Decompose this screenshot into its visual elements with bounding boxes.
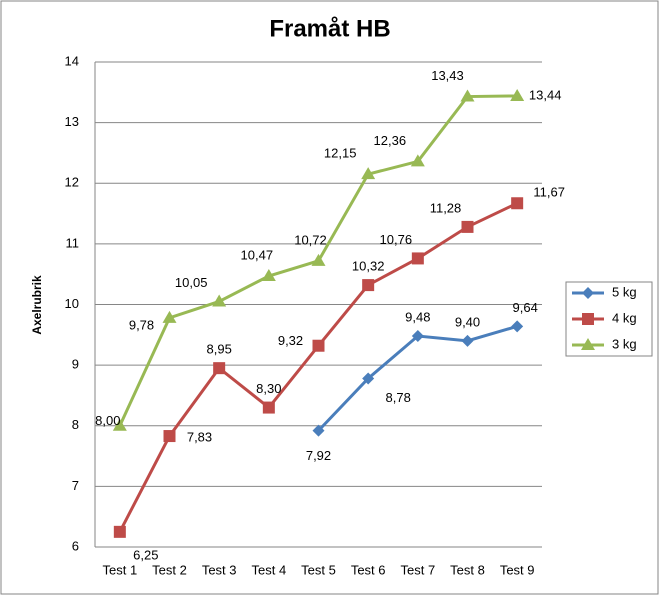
x-tick-label: Test 7 [400, 562, 435, 577]
marker [212, 294, 227, 307]
marker [461, 334, 474, 347]
y-tick-label: 8 [72, 417, 79, 432]
y-tick-label: 10 [65, 296, 79, 311]
data-label: 9,64 [513, 300, 538, 315]
marker [261, 269, 276, 282]
marker [461, 220, 474, 233]
data-label: 10,47 [241, 247, 274, 262]
data-label: 6,25 [133, 547, 158, 562]
x-tick-label: Test 5 [301, 562, 336, 577]
data-label: 7,92 [306, 448, 331, 463]
y-tick-label: 13 [65, 114, 79, 129]
data-label: 10,32 [352, 259, 385, 274]
chart-title: Framåt HB [269, 15, 390, 42]
marker [311, 253, 326, 266]
data-label: 10,05 [175, 275, 208, 290]
y-tick-label: 11 [66, 235, 80, 250]
marker [411, 330, 424, 343]
y-tick-label: 9 [72, 357, 79, 372]
marker [511, 320, 524, 333]
legend-label: 4 kg [612, 310, 637, 325]
data-label: 13,43 [431, 68, 464, 83]
marker [460, 89, 475, 102]
x-tick-label: Test 6 [351, 562, 386, 577]
data-label: 13,44 [529, 87, 562, 102]
y-axis-label: Axelrubrik [30, 275, 44, 335]
data-label: 9,32 [278, 333, 303, 348]
data-label: 10,72 [294, 232, 327, 247]
legend-marker [582, 313, 594, 325]
x-tick-label: Test 3 [202, 562, 237, 577]
data-label: 11,28 [430, 200, 462, 215]
x-tick-label: Test 8 [450, 562, 485, 577]
marker [163, 430, 176, 443]
marker [213, 362, 226, 375]
marker [312, 424, 325, 437]
data-label: 9,40 [455, 314, 480, 329]
y-tick-label: 14 [65, 53, 79, 68]
marker [410, 154, 425, 167]
data-label: 11,67 [533, 185, 565, 200]
x-tick-label: Test 2 [152, 562, 187, 577]
data-label: 9,48 [405, 309, 430, 324]
legend-marker [581, 338, 595, 350]
legend-label: 5 kg [612, 284, 637, 299]
marker [113, 525, 126, 538]
x-tick-label: Test 1 [102, 562, 137, 577]
data-label: 12,36 [374, 133, 407, 148]
y-tick-label: 7 [72, 478, 79, 493]
marker [511, 197, 524, 210]
data-label: 12,15 [324, 146, 357, 161]
legend-marker [582, 287, 594, 299]
data-label: 8,00 [95, 413, 120, 428]
x-tick-label: Test 4 [251, 562, 286, 577]
marker [112, 418, 127, 431]
marker [362, 372, 375, 385]
marker [312, 339, 325, 352]
data-label: 8,30 [256, 381, 281, 396]
marker [510, 88, 525, 101]
x-tick-label: Test 9 [500, 562, 535, 577]
marker [362, 279, 375, 292]
marker [262, 401, 275, 414]
y-tick-label: 12 [65, 175, 79, 190]
y-tick-label: 6 [72, 538, 79, 553]
marker [162, 310, 177, 323]
marker [411, 252, 424, 265]
legend-label: 3 kg [612, 336, 637, 351]
data-label: 9,78 [129, 317, 154, 332]
data-label: 8,78 [386, 390, 411, 405]
data-label: 7,83 [187, 429, 212, 444]
data-label: 8,95 [207, 342, 232, 357]
marker [361, 167, 376, 180]
data-label: 10,76 [380, 232, 413, 247]
